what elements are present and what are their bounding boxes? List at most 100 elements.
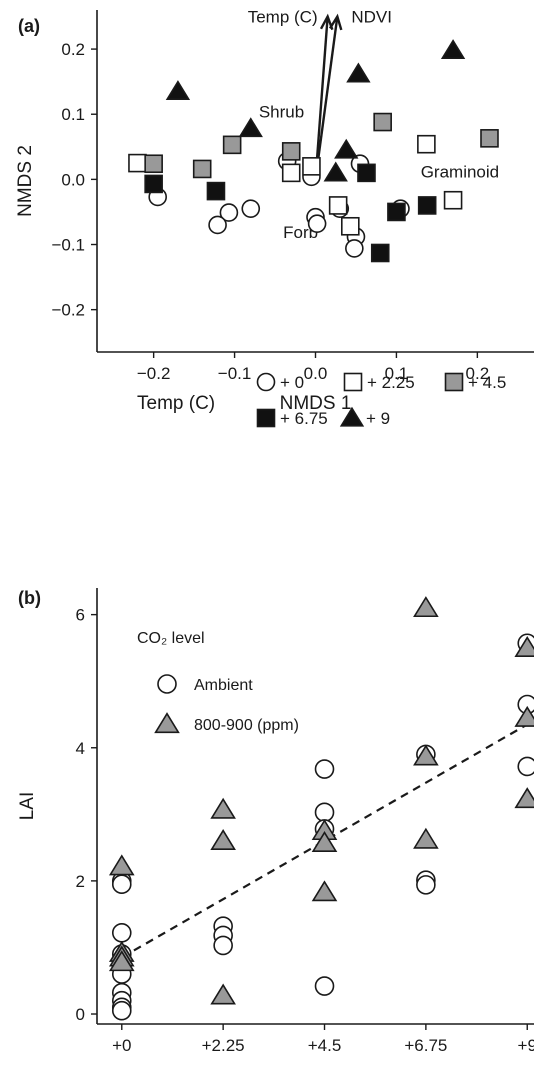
x-tick-label: +0 [112, 1036, 131, 1055]
legend-label: + 6.75 [280, 409, 328, 428]
x-tick-label: 0.2 [466, 364, 490, 383]
data-point [514, 787, 534, 809]
data-point [144, 174, 163, 194]
y-tick-label: 4 [76, 739, 85, 758]
data-point [311, 880, 338, 902]
y-tick-label: −0.1 [51, 236, 85, 255]
annotation-label: Shrub [259, 102, 304, 121]
legend-marker [343, 372, 363, 392]
vector-line [314, 16, 329, 180]
data-point [238, 117, 263, 138]
legend-label: 800-900 (ppm) [194, 717, 299, 734]
data-point [192, 159, 212, 179]
y-tick-label: 0.1 [61, 105, 85, 124]
x-axis-label: NMDS 1 [280, 393, 352, 414]
data-point [323, 161, 348, 182]
legend-title: Temp (C) [137, 393, 215, 414]
legend-label: + 0 [280, 373, 304, 392]
data-point [111, 1000, 132, 1021]
data-point [111, 923, 132, 943]
x-axis-label: Temperature (C) [246, 1065, 384, 1067]
data-point [213, 935, 233, 956]
data-point [108, 854, 135, 876]
data-point [413, 596, 439, 618]
vector-label: NDVI [351, 8, 392, 27]
y-tick-label: 6 [76, 606, 85, 625]
data-point [387, 202, 406, 222]
panel-label: (b) [18, 588, 41, 608]
vector-label: Temp (C) [248, 8, 318, 27]
vector-line [314, 16, 339, 180]
annotation-label: Graminoid [421, 162, 499, 181]
x-tick-label: +9 [518, 1036, 534, 1055]
data-point [281, 163, 301, 183]
legend-label: Ambient [194, 677, 253, 694]
x-tick-label: −0.1 [218, 364, 252, 383]
data-point [314, 976, 335, 996]
data-point [334, 138, 359, 159]
x-tick-label: +4.5 [308, 1036, 342, 1055]
legend-marker [256, 372, 276, 392]
y-axis-label: NMDS 2 [15, 145, 36, 217]
data-point [314, 759, 335, 779]
data-point [281, 142, 301, 161]
data-point [222, 135, 242, 155]
y-tick-label: 0.2 [61, 40, 85, 59]
data-point [165, 80, 191, 101]
data-point [241, 199, 261, 218]
data-point [328, 196, 348, 215]
data-point [208, 215, 227, 235]
data-point [340, 216, 360, 236]
data-point [210, 797, 236, 819]
data-point [413, 827, 439, 849]
data-point [307, 214, 327, 233]
data-point [370, 243, 390, 263]
legend-marker [157, 674, 177, 694]
legend-label: + 9 [366, 409, 390, 428]
trendline [121, 723, 528, 959]
y-axis-label: LAI [17, 792, 38, 821]
vector-arrowhead [328, 13, 343, 31]
legend-label: + 4.5 [468, 373, 506, 392]
data-point [219, 203, 239, 222]
y-tick-label: 0.0 [61, 170, 85, 189]
data-point [345, 239, 364, 258]
legend-title: CO₂ level [137, 630, 205, 647]
data-point [443, 190, 463, 210]
data-point [413, 744, 439, 766]
x-tick-label: +6.75 [404, 1036, 447, 1055]
data-point [210, 829, 236, 851]
data-point [514, 636, 534, 657]
data-point [517, 756, 534, 777]
data-point [108, 950, 135, 972]
x-tick-label: +2.25 [202, 1036, 245, 1055]
data-point [417, 196, 437, 215]
data-point [128, 153, 147, 173]
data-point [416, 875, 436, 895]
data-point [111, 874, 132, 895]
x-tick-label: 0.1 [385, 364, 409, 383]
data-point [302, 157, 321, 176]
data-point [373, 112, 392, 132]
data-point [417, 134, 436, 154]
legend-marker [444, 372, 464, 392]
y-tick-label: 2 [76, 872, 85, 891]
legend-marker [339, 406, 365, 427]
y-tick-label: −0.2 [51, 301, 85, 320]
data-point [206, 181, 226, 201]
data-point [440, 39, 466, 60]
x-tick-label: −0.2 [137, 364, 171, 383]
legend-label: + 2.25 [367, 373, 415, 392]
data-point [210, 983, 236, 1005]
data-point [514, 705, 534, 727]
panel-label: (a) [18, 16, 40, 36]
x-tick-label: 0.0 [304, 364, 328, 383]
legend-marker [256, 408, 276, 428]
data-point [311, 831, 338, 853]
legend-marker [154, 712, 180, 734]
data-point [314, 802, 335, 823]
data-point [357, 163, 376, 183]
data-point [144, 154, 163, 174]
